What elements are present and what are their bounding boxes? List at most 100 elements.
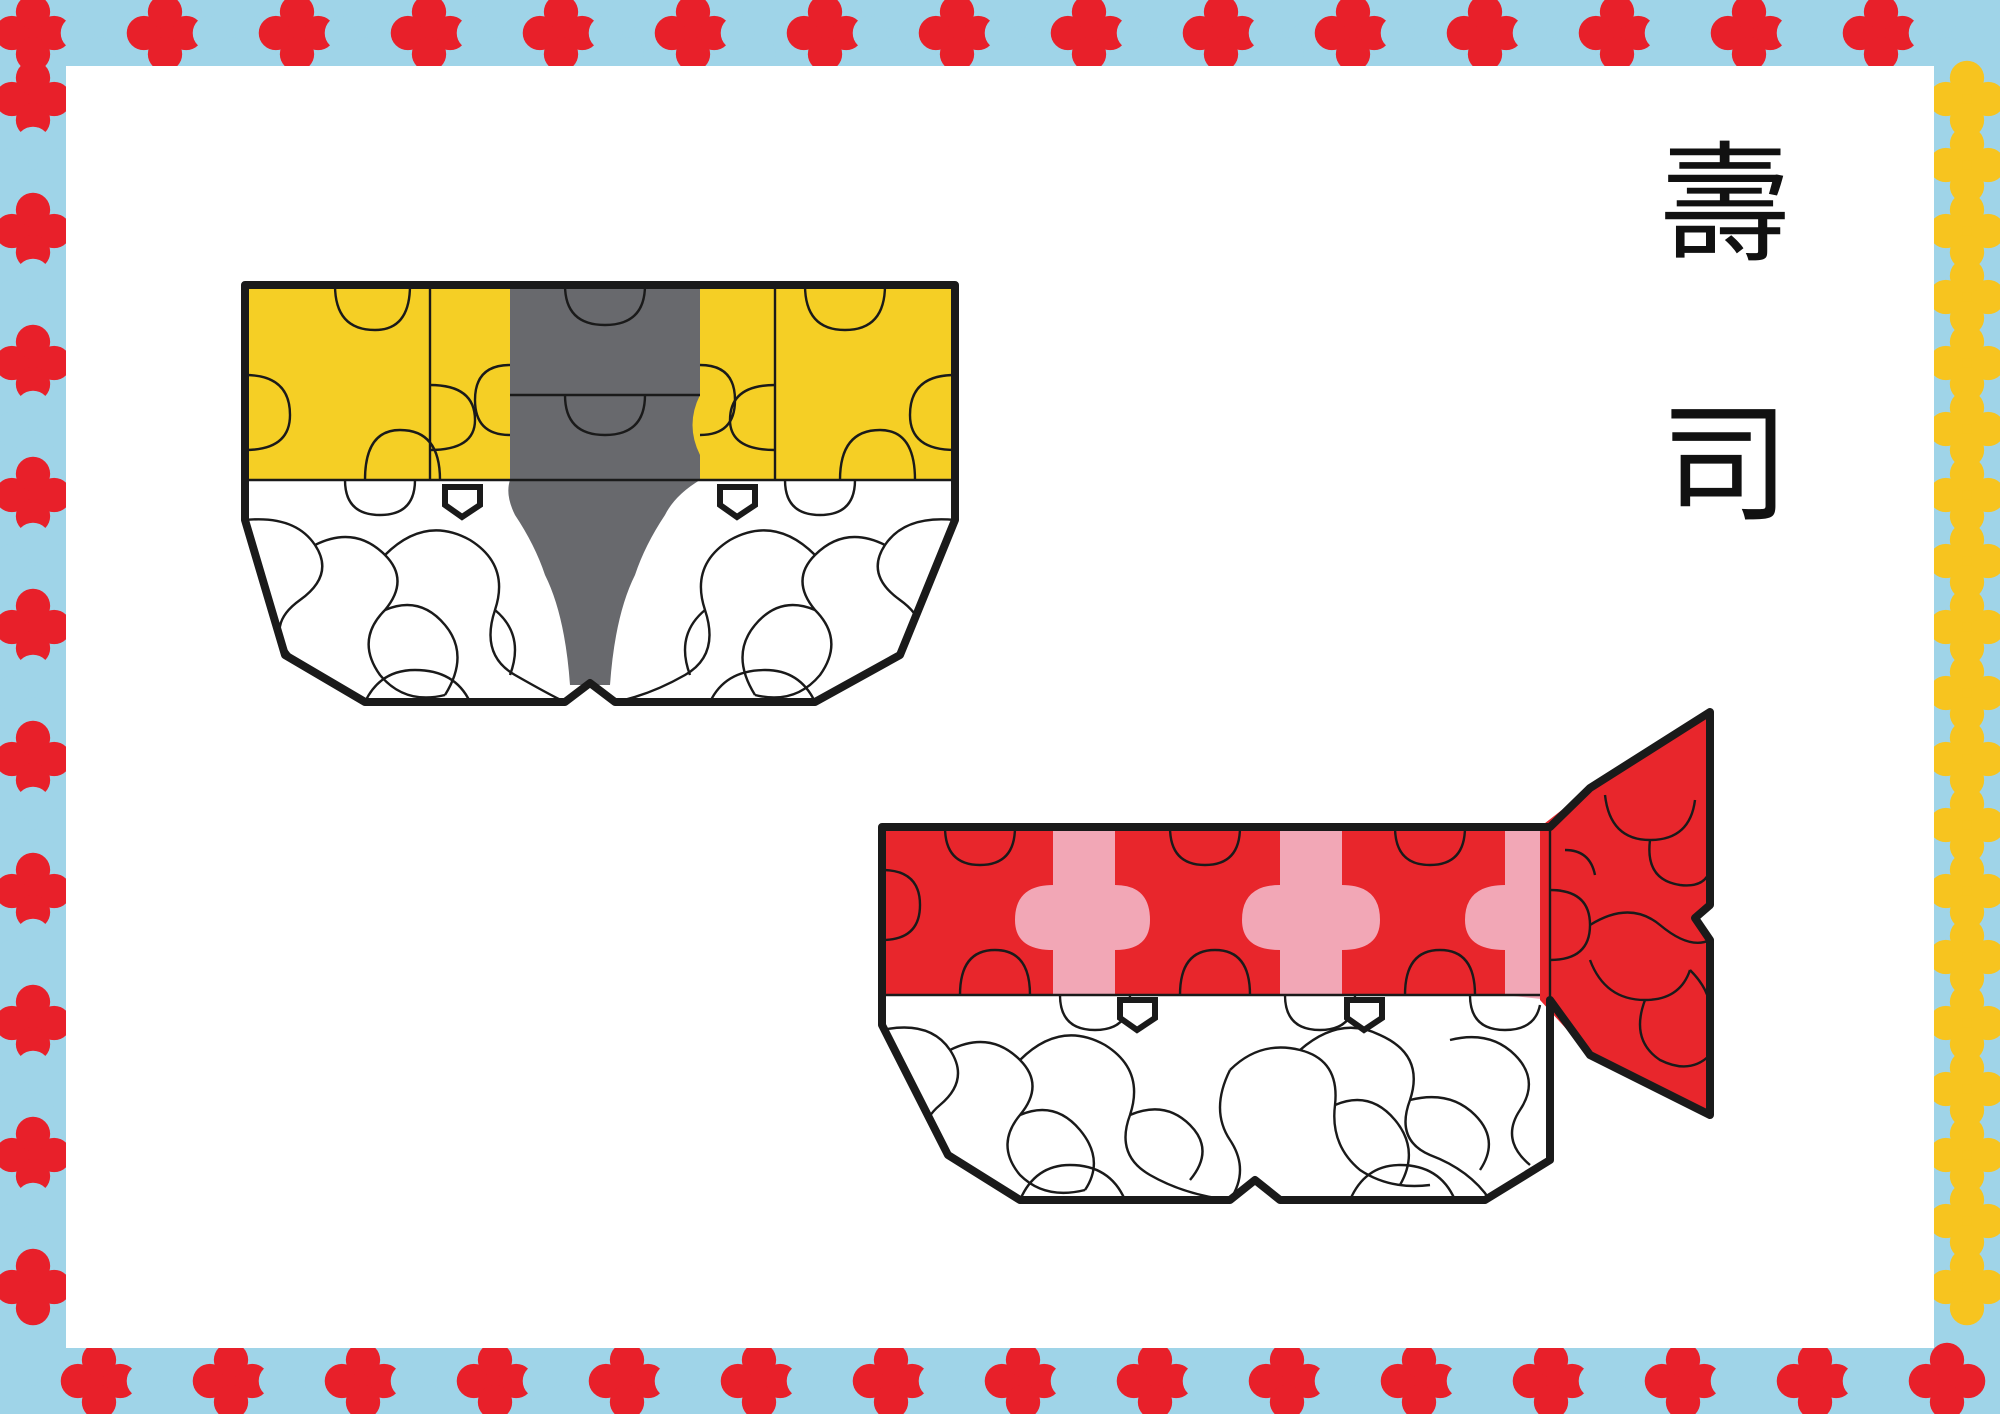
border-tile [1182,0,1260,72]
border-tile [1928,1050,2000,1128]
border-tile [1928,522,2000,600]
border-tile [1776,0,1854,72]
border-tile [192,0,270,72]
title-char-tsukasa: 司 [1659,389,1790,541]
border-tile [192,1342,270,1414]
border-tile [1928,654,2000,732]
border-tile [786,0,864,72]
border-tile [0,984,72,1062]
maguro-topping [882,827,1550,1022]
border-tile [1928,588,2000,666]
border-tile [1928,192,2000,270]
border-tile [0,720,72,798]
pick-notch-4 [1344,997,1385,1034]
border-tile [324,0,402,72]
border-tile [1928,1182,2000,1260]
border-tile [1314,0,1392,72]
border-tile [1928,1116,2000,1194]
maguro-sushi-icon [878,708,1714,1204]
border-tile [0,1182,72,1260]
border-tile [324,1342,402,1414]
border-tile [0,126,72,204]
border-tile [1928,720,2000,798]
border-tile [0,1342,72,1414]
border-tile [1512,1342,1590,1414]
border-tile [1182,1342,1260,1414]
border-tile [1908,1342,1986,1414]
border-tile [1644,0,1722,72]
border-tile [1512,0,1590,72]
border-tile [1928,918,2000,996]
border-tile [258,1342,336,1414]
maguro-outline [878,708,1714,1204]
border-tile [1314,1342,1392,1414]
border-tile [918,0,996,72]
tamago-sushi-icon [241,281,959,706]
border-tile [1710,0,1788,72]
border-tile [720,1342,798,1414]
border-tile [1050,0,1128,72]
border-tile [1248,1342,1326,1414]
border-tile [1928,456,2000,534]
border-tile [654,1342,732,1414]
tamago-outline [241,281,959,706]
border-tile [1928,786,2000,864]
pink-accent-3 [1465,827,1550,1000]
border-tile [1928,852,2000,930]
border-tile [0,390,72,468]
border-tile [1928,126,2000,204]
border-tile [0,852,72,930]
border-tile [1380,0,1458,72]
border-tile [0,192,72,270]
border-tile [60,1342,138,1414]
border-tile [984,0,1062,72]
pink-accent-1 [1015,827,1150,995]
border-tile [0,324,72,402]
border-tile [60,0,138,72]
border-tile [0,786,72,864]
border-tile [390,0,468,72]
border-tile [720,0,798,72]
border-tile [1578,1342,1656,1414]
border-tile [390,1342,468,1414]
border-tile [1776,1342,1854,1414]
pick-notch-left [442,484,483,521]
border-tile [1710,1342,1788,1414]
border-tile [852,1342,930,1414]
border-tile [1446,1342,1524,1414]
border-tile [1842,0,1920,72]
border-tile [654,0,732,72]
border-tile [786,1342,864,1414]
border-tile [0,654,72,732]
border-tile [0,918,72,996]
pink-accent-2 [1242,827,1380,995]
border-tile [456,0,534,72]
border-tile [1842,1342,1920,1414]
border-tile [1380,1342,1458,1414]
border-tile [918,1342,996,1414]
border-tile [0,1248,72,1326]
pick-notch-right [717,484,758,521]
border-tile [1928,984,2000,1062]
border-tile [1116,0,1194,72]
nori-band [508,285,700,685]
border-tile [588,1342,666,1414]
border-tile [126,0,204,72]
title-char-kotobuki: 壽 [1659,129,1790,281]
border-tile [852,0,930,72]
border-tile [1116,1342,1194,1414]
border-tile [456,1342,534,1414]
border-tile [1578,0,1656,72]
border-tile [1644,1342,1722,1414]
border-tile [0,1050,72,1128]
border-tile [0,0,72,72]
border-tile [0,258,72,336]
border-tile [1908,0,1986,72]
border-tile [0,456,72,534]
border-tile [1928,258,2000,336]
pick-notch-3 [1117,997,1158,1034]
border-tile [0,588,72,666]
border-tile [0,60,72,138]
border-tile [0,522,72,600]
